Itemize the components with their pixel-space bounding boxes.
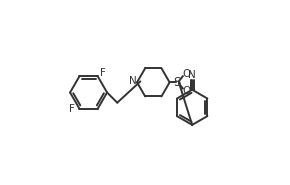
Text: F: F <box>69 105 75 115</box>
Text: O: O <box>182 69 191 79</box>
Text: F: F <box>99 68 105 78</box>
Text: N: N <box>129 76 137 86</box>
Text: N: N <box>188 70 196 80</box>
Text: S: S <box>174 76 181 89</box>
Text: O: O <box>182 86 191 96</box>
